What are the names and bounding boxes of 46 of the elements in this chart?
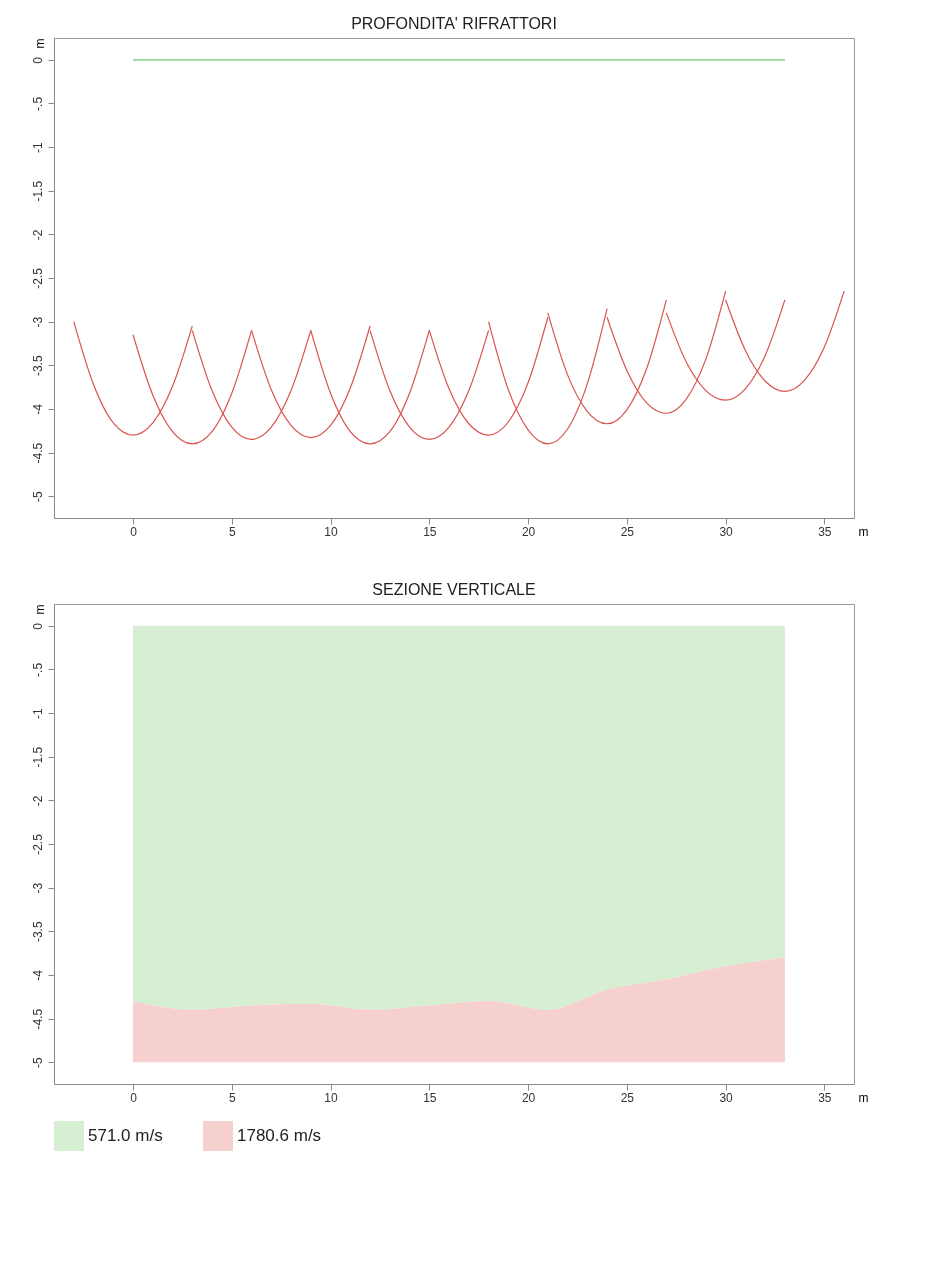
y-tick-label: -3.5 xyxy=(30,921,45,943)
x-tick-label: 10 xyxy=(324,1090,339,1105)
x-tick-label: 25 xyxy=(620,1090,635,1105)
x-tick-label: 15 xyxy=(423,1090,437,1105)
x-tick-label: 15 xyxy=(423,524,437,539)
x-tick-label: 0 xyxy=(130,1090,138,1105)
y-tick-label: -5 xyxy=(30,1057,45,1069)
y-tick-label: 0 xyxy=(30,622,45,630)
y-tick-label: -4.5 xyxy=(30,1008,45,1030)
y-tick-label: -4 xyxy=(30,403,45,415)
y-tick-label: -3 xyxy=(30,882,45,894)
legend-label: 1780.6 m/s xyxy=(237,1126,322,1145)
x-axis-title: m xyxy=(858,1090,869,1105)
x-tick-label: 35 xyxy=(818,1090,832,1105)
x-tick-label: 5 xyxy=(228,524,236,539)
y-tick-label: -1 xyxy=(30,141,45,153)
x-tick-label: 20 xyxy=(521,524,536,539)
x-tick-label: 30 xyxy=(719,524,734,539)
y-tick-label: -.5 xyxy=(30,96,45,111)
x-tick-label: 20 xyxy=(521,1090,536,1105)
x-tick-label: 35 xyxy=(818,524,832,539)
y-tick-label: -1.5 xyxy=(30,180,45,202)
y-tick-label: 0 xyxy=(30,56,45,64)
y-tick-label: -2 xyxy=(30,795,45,807)
y-axis-title: m xyxy=(32,38,47,49)
legend-label: 571.0 m/s xyxy=(88,1126,163,1145)
y-tick-label: -3.5 xyxy=(30,355,45,377)
chart-title: PROFONDITA' RIFRATTORI xyxy=(351,15,557,32)
y-tick-label: -4 xyxy=(30,969,45,981)
y-tick-label: -2.5 xyxy=(30,833,45,855)
x-axis-title: m xyxy=(858,524,869,539)
x-tick-label: 0 xyxy=(130,524,138,539)
y-tick-label: -1 xyxy=(30,707,45,719)
y-tick-label: -5 xyxy=(30,491,45,503)
y-axis-title: m xyxy=(32,604,47,615)
y-tick-label: -3 xyxy=(30,316,45,328)
chart-title: SEZIONE VERTICALE xyxy=(372,581,536,598)
y-tick-label: -4.5 xyxy=(30,442,45,464)
x-tick-label: 25 xyxy=(620,524,635,539)
y-tick-label: -2 xyxy=(30,229,45,241)
x-tick-label: 5 xyxy=(228,1090,236,1105)
x-tick-label: 10 xyxy=(324,524,339,539)
x-tick-label: 30 xyxy=(719,1090,734,1105)
y-tick-label: -1.5 xyxy=(30,746,45,768)
y-tick-label: -.5 xyxy=(30,662,45,677)
y-tick-label: -2.5 xyxy=(30,267,45,289)
